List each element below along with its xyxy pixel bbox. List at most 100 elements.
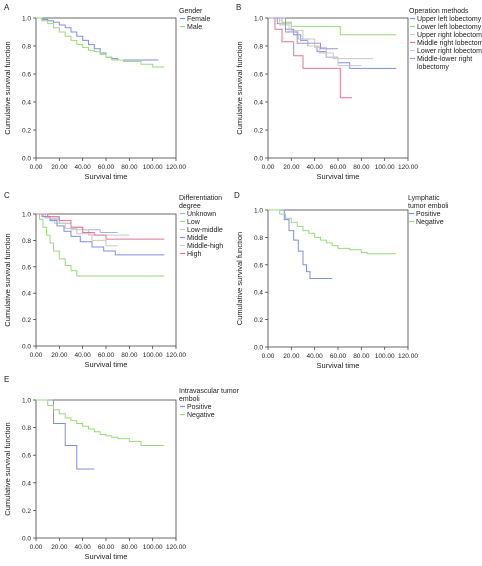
legend-title: tumor emboli — [408, 203, 449, 210]
legend-entry: Middle-high — [187, 243, 223, 250]
series-line-3 — [36, 213, 165, 256]
x-tick-label: 0.00 — [30, 352, 43, 359]
y-tick-label: 0.6 — [254, 262, 263, 269]
y-tick-label: 0.8 — [22, 44, 31, 51]
x-tick-label: 20.00 — [283, 164, 300, 171]
x-tick-label: 40.00 — [307, 353, 324, 360]
panel-letter: E — [4, 375, 9, 384]
x-tick-label: 40.00 — [75, 352, 92, 359]
chart-panel-b: B 0.0 0.2 0.4 0.6 0.8 1.0 0.00 20.00 40.00 60.00 80… — [235, 3, 482, 181]
y-tick-label: 0.0 — [22, 156, 31, 163]
series-line-0 — [36, 399, 95, 470]
y-tick-label: 0.2 — [22, 508, 31, 515]
y-tick-label: 0.6 — [22, 72, 31, 79]
y-tick-label: 0.2 — [22, 128, 31, 135]
y-axis-label: Cumulative survival function — [235, 232, 244, 325]
y-tick-label: 0.6 — [254, 72, 263, 79]
x-tick-label: 80.00 — [353, 353, 370, 360]
legend-entry: Lower right lobectomy — [417, 48, 482, 55]
x-tick-label: 0.00 — [262, 164, 275, 171]
legend-entry: Female — [187, 16, 210, 23]
series-line-1 — [268, 209, 397, 255]
x-tick-label: 80.00 — [121, 164, 138, 171]
y-tick-label: 1.0 — [254, 208, 263, 215]
y-tick-label: 0.6 — [22, 453, 31, 460]
legend-entry: Upper left lobectomy — [417, 16, 482, 23]
y-tick-label: 0.4 — [22, 100, 31, 107]
x-tick-label: 20.00 — [51, 544, 68, 551]
y-tick-label: 0.0 — [254, 345, 263, 352]
x-axis-label: Survival time — [85, 552, 128, 561]
legend-entry: Low — [187, 219, 201, 226]
x-tick-label: 20.00 — [283, 353, 300, 360]
legend-entry: Lower left lobectomy — [417, 24, 482, 31]
legend-entry: lobectomy — [417, 64, 449, 71]
x-tick-label: 60.00 — [98, 164, 115, 171]
series-line-0 — [268, 209, 333, 279]
x-tick-label: 120.00 — [166, 544, 186, 551]
legend-title: Gender — [179, 8, 203, 15]
chart-panel-a: A 0.0 0.2 0.4 0.6 0.8 1.0 0.00 20.00 40.00 60.00 80… — [3, 3, 210, 181]
legend-entry: Middle — [187, 235, 208, 242]
y-tick-label: 0.2 — [22, 317, 31, 324]
legend-entry: High — [187, 251, 202, 258]
x-tick-label: 60.00 — [98, 352, 115, 359]
legend-entry: Male — [187, 24, 202, 31]
legend-entry: Upper right lobectomy — [417, 32, 482, 39]
legend-entry: Low-middle — [187, 227, 223, 234]
x-axis-label: Survival time — [85, 172, 128, 181]
x-tick-label: 0.00 — [30, 164, 43, 171]
y-tick-label: 0.0 — [254, 156, 263, 163]
y-tick-label: 0.8 — [254, 44, 263, 51]
y-axis-label: Cumulative survival function — [235, 41, 244, 134]
x-tick-label: 100.00 — [143, 164, 163, 171]
y-tick-label: 0.2 — [254, 128, 263, 135]
x-tick-label: 20.00 — [51, 164, 68, 171]
x-tick-label: 100.00 — [143, 544, 163, 551]
x-tick-label: 40.00 — [75, 164, 92, 171]
x-axis-label: Survival time — [317, 172, 360, 181]
y-tick-label: 0.0 — [22, 344, 31, 351]
x-tick-label: 0.00 — [30, 544, 43, 551]
x-tick-label: 20.00 — [51, 352, 68, 359]
plot-frame — [35, 213, 177, 347]
x-tick-label: 100.00 — [375, 164, 395, 171]
series-line-1 — [36, 213, 165, 277]
y-tick-label: 0.8 — [254, 235, 263, 242]
legend-title: Operation methods — [409, 8, 469, 15]
series-line-1 — [36, 399, 165, 446]
legend-entry: Negative — [187, 412, 215, 419]
plot-frame — [35, 17, 177, 159]
x-tick-label: 120.00 — [398, 164, 418, 171]
x-tick-label: 100.00 — [143, 352, 163, 359]
panel-letter: D — [234, 191, 240, 200]
legend-title: Differentiation — [179, 195, 222, 202]
x-tick-label: 120.00 — [166, 352, 186, 359]
x-tick-label: 120.00 — [166, 164, 186, 171]
y-tick-label: 1.0 — [22, 16, 31, 23]
series-line-5 — [36, 213, 165, 240]
y-tick-label: 0.4 — [254, 290, 263, 297]
legend-title: Lymphatic — [408, 195, 440, 202]
series-line-1 — [36, 17, 165, 68]
legend-entry: Middle right lobectomy — [417, 40, 482, 47]
x-tick-label: 60.00 — [330, 164, 347, 171]
legend-entry: Negative — [416, 219, 444, 226]
series-line-0 — [268, 17, 397, 69]
plot-frame — [35, 399, 177, 539]
x-tick-label: 80.00 — [353, 164, 370, 171]
series-line-4 — [268, 17, 362, 67]
y-tick-label: 0.0 — [22, 536, 31, 543]
y-tick-label: 0.8 — [22, 425, 31, 432]
panel-letter: B — [236, 3, 241, 12]
series-line-0 — [36, 17, 159, 61]
legend-title: degree — [179, 203, 201, 210]
legend-title: emboli — [179, 396, 200, 403]
x-tick-label: 60.00 — [98, 544, 115, 551]
chart-panel-e: E 0.0 0.2 0.4 0.6 0.8 1.0 0.00 20.00 40.00 60.00 80… — [3, 375, 240, 561]
y-tick-label: 0.4 — [22, 291, 31, 298]
panel-letter: C — [4, 191, 10, 200]
y-axis-label: Cumulative survival function — [3, 233, 12, 326]
chart-panel-c: C 0.0 0.2 0.4 0.6 0.8 1.0 0.00 20.00 40.00 60.00 80… — [3, 191, 223, 369]
